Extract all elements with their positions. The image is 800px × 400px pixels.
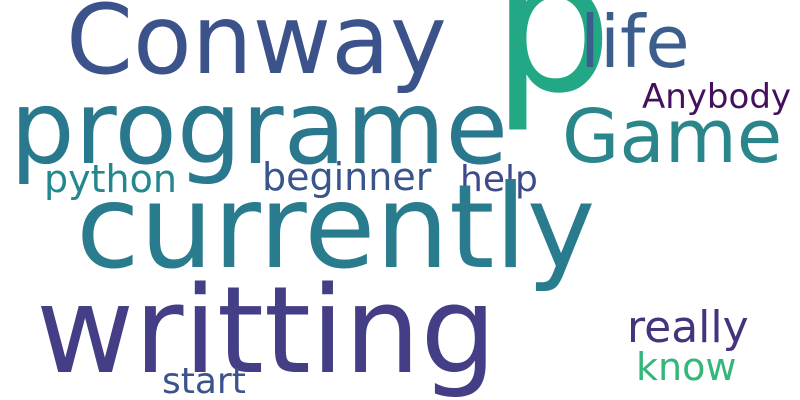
word-really: really [627,302,749,353]
word-beginner: beginner [262,155,432,199]
word-anybody: Anybody [642,77,792,117]
word-life: life [580,0,690,84]
word-start: start [162,361,246,400]
word-game: Game [562,94,783,180]
word-programe: programe [10,69,509,188]
word-know: know [636,345,737,389]
word-p: p [492,0,613,135]
word-conway: Conway [66,0,447,96]
word-writting: writting [36,262,497,400]
word-help: help [460,159,538,200]
word-python: python [44,157,177,201]
word-currently: currently [76,160,596,295]
